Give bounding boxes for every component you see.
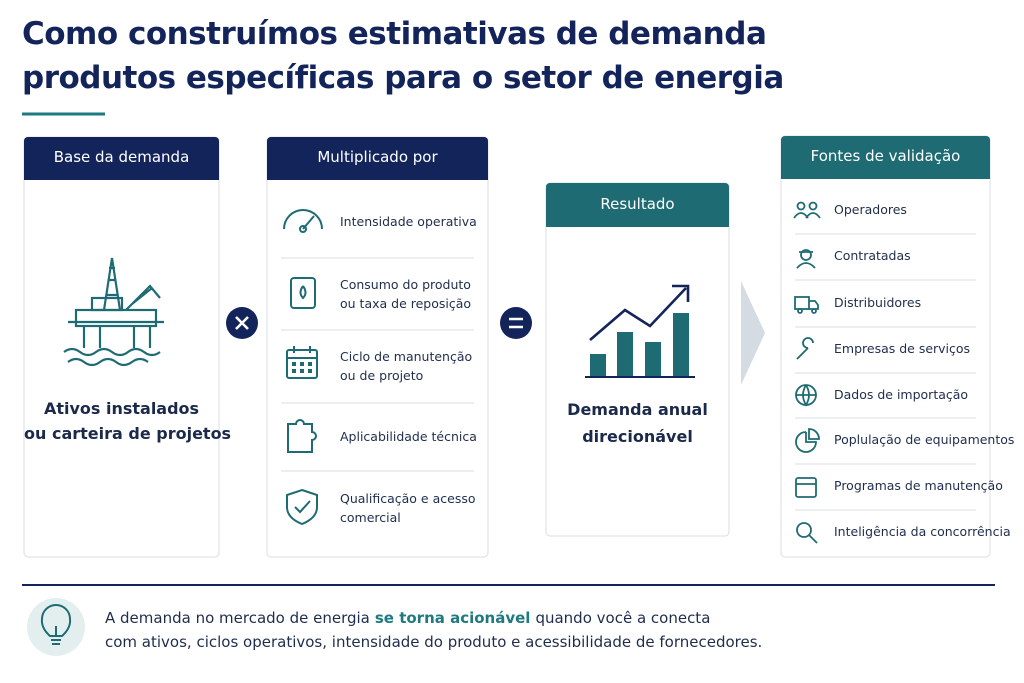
result-label: Demanda anual xyxy=(567,400,708,419)
validation-item: Contratadas xyxy=(834,248,911,263)
multiplier-item: Intensidade operativa xyxy=(340,213,477,229)
title-line: Como construímos estimativas de demanda xyxy=(22,16,767,52)
base-label: ou carteira de projetos xyxy=(24,424,232,443)
validation-item: Dados de importação xyxy=(834,387,969,402)
validation-item: Programas de manutenção xyxy=(834,478,1003,493)
validation-item: Distribuidores xyxy=(834,295,922,310)
multiplier-item: ou de projeto xyxy=(340,368,424,383)
title-line: produtos específicas para o setor de ene… xyxy=(22,60,784,96)
base-label: Ativos instalados xyxy=(43,399,200,418)
card-header: Resultado xyxy=(600,195,675,213)
multiplier-item: Qualificação e acesso xyxy=(340,491,476,506)
result-label: direcionável xyxy=(582,427,693,446)
card-header: Multiplicado por xyxy=(317,148,438,166)
multiplier-item: ou taxa de reposição xyxy=(340,296,472,311)
multiplier-item: Consumo do produto xyxy=(340,277,471,292)
multiplier-item: comercial xyxy=(340,510,401,525)
validation-item: Poplulação de equipamentos xyxy=(834,432,1015,447)
footer-text: A demanda no mercado de energia se torna … xyxy=(105,609,710,627)
multiplier-item: Ciclo de manutenção xyxy=(340,349,473,364)
validation-item: Inteligência da concorrência xyxy=(834,524,1011,539)
footer-text: com ativos, ciclos operativos, intensida… xyxy=(105,633,763,651)
validation-item: Empresas de serviços xyxy=(834,341,971,356)
multiplier-item: Aplicabilidade técnica xyxy=(340,428,477,444)
footer-text: A demanda no mercado de energia xyxy=(105,609,370,627)
validation-item: Operadores xyxy=(834,202,907,217)
footer-highlight: se torna acionável xyxy=(374,609,531,627)
card-header: Base da demanda xyxy=(53,148,190,166)
card-header: Fontes de validação xyxy=(810,147,961,165)
footer-text: quando você a conecta xyxy=(535,609,711,627)
